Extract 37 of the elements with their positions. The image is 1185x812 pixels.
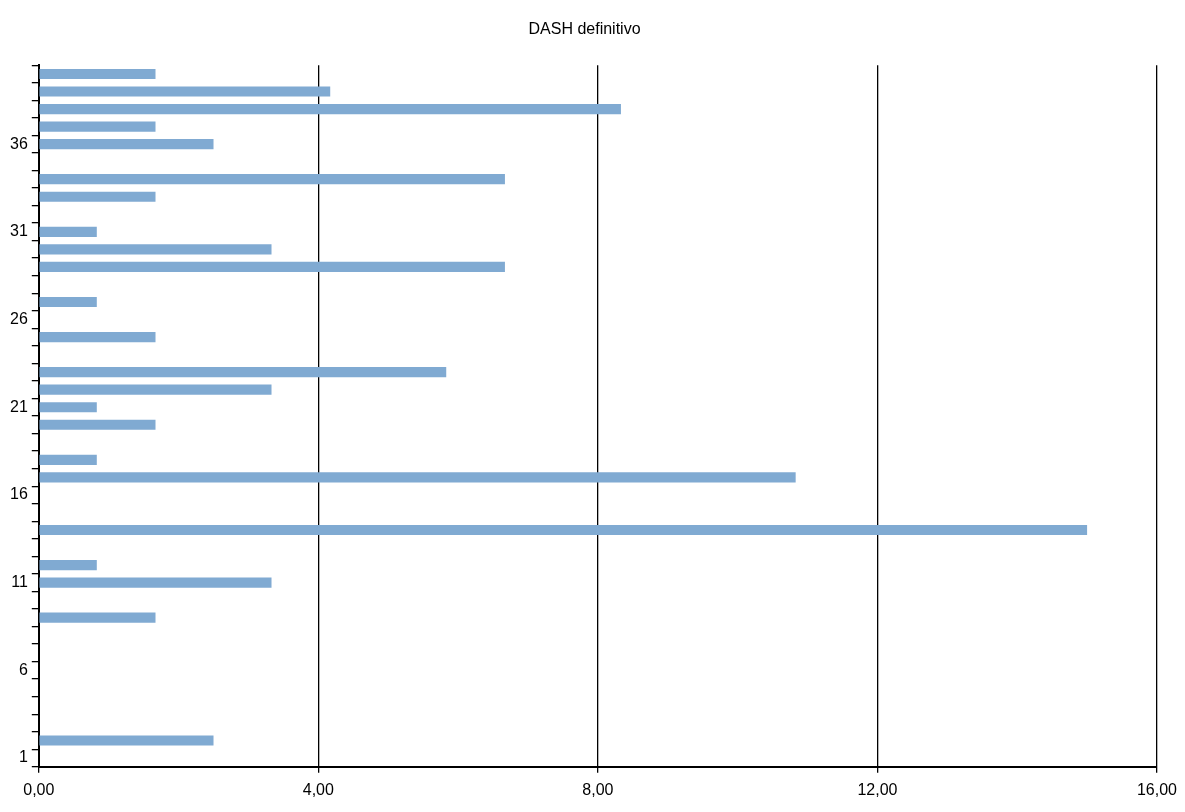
y-tick-label: 6 bbox=[18, 660, 28, 678]
chart-title: DASH definitivo bbox=[528, 20, 641, 38]
bar bbox=[39, 244, 272, 255]
bar bbox=[39, 419, 156, 430]
bar bbox=[39, 68, 156, 80]
y-tick-label: 26 bbox=[10, 309, 28, 327]
bar bbox=[39, 331, 156, 343]
bar bbox=[39, 139, 214, 150]
bar bbox=[39, 560, 97, 571]
y-tick-label: 21 bbox=[10, 397, 28, 415]
bar bbox=[39, 402, 97, 413]
bar bbox=[39, 367, 447, 378]
bar bbox=[39, 472, 796, 483]
y-tick-label: 31 bbox=[10, 222, 28, 240]
bar bbox=[39, 86, 331, 97]
bar bbox=[39, 735, 214, 746]
bar bbox=[39, 612, 156, 623]
bar bbox=[39, 384, 272, 395]
bar bbox=[39, 121, 156, 132]
y-tick-label: 1 bbox=[18, 748, 28, 766]
x-tick-label: 12,00 bbox=[857, 780, 898, 798]
bar bbox=[39, 261, 505, 272]
bar bbox=[39, 191, 156, 202]
bar bbox=[39, 226, 97, 237]
x-tick-label: 16,00 bbox=[1136, 780, 1178, 798]
x-tick-label: 0,00 bbox=[23, 780, 55, 798]
bar bbox=[39, 454, 97, 465]
bar bbox=[39, 577, 272, 588]
bar bbox=[39, 174, 505, 185]
bar bbox=[39, 103, 621, 115]
x-tick-label: 4,00 bbox=[302, 780, 335, 798]
bar bbox=[39, 524, 1088, 536]
y-tick-label: 36 bbox=[10, 134, 28, 152]
y-tick-label: 16 bbox=[10, 485, 28, 503]
bar bbox=[39, 296, 97, 308]
y-tick-label: 11 bbox=[11, 573, 28, 591]
x-tick-label: 8,00 bbox=[582, 780, 614, 798]
